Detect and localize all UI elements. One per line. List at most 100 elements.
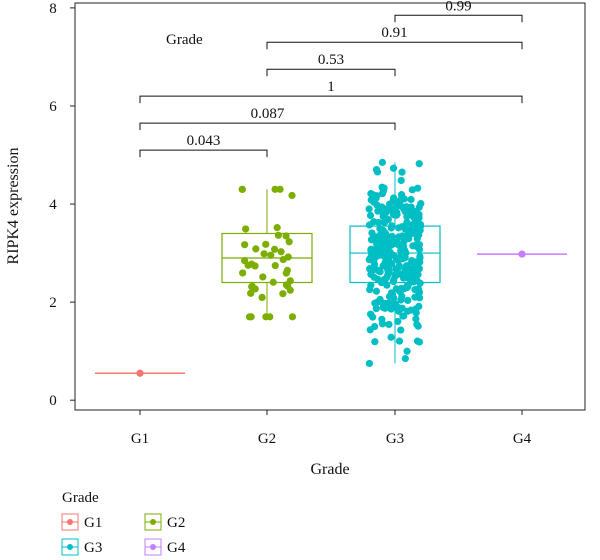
point-g3	[387, 241, 396, 249]
point-g2	[242, 225, 250, 233]
point-g3	[375, 242, 384, 251]
point-g2	[279, 290, 287, 298]
legend-key-point	[150, 544, 156, 550]
comparison-bracket	[139, 122, 396, 131]
legend-key-point	[67, 519, 73, 525]
point-g2	[241, 241, 249, 249]
point-g3	[389, 164, 398, 172]
point-g3	[378, 158, 387, 166]
p-value-label: 0.99	[445, 0, 471, 14]
legend-key-point	[67, 544, 73, 550]
point-g3	[395, 233, 403, 241]
legend-item-g1: G1	[61, 513, 102, 531]
point-g3	[394, 303, 402, 311]
point-g2	[276, 185, 284, 193]
point-g2	[260, 250, 268, 258]
legend-label: G3	[84, 540, 102, 556]
point-g2	[247, 289, 255, 297]
comparison-bracket	[139, 149, 268, 158]
point-g3	[403, 218, 411, 226]
point-g3	[366, 211, 375, 220]
point-g3	[408, 186, 416, 194]
point-g3	[387, 333, 395, 341]
point-g3	[394, 317, 402, 326]
point-g3	[407, 195, 415, 204]
point-g3	[405, 235, 413, 243]
point-g3	[376, 268, 384, 276]
point-g3	[373, 298, 381, 306]
y-axis-title: RIPK4 expression	[5, 148, 22, 265]
point-g3	[388, 205, 396, 213]
point-g3	[401, 266, 409, 274]
point-g3	[375, 234, 384, 242]
point-g3	[384, 256, 392, 264]
point-g2	[271, 262, 279, 270]
point-g2	[240, 257, 249, 265]
point-g3	[378, 189, 387, 198]
point-g3	[397, 176, 405, 185]
point-g2	[247, 313, 255, 321]
legend: G1 G2 G3 G4	[61, 513, 186, 556]
point-g2	[267, 251, 275, 259]
x-tick-label-g2: G2	[258, 431, 276, 447]
point-g2	[274, 231, 282, 239]
point-g3	[415, 203, 423, 211]
x-tick-label-g4: G4	[513, 431, 532, 447]
point-g3	[412, 309, 420, 317]
point-g2	[252, 245, 260, 253]
point-g3	[415, 160, 423, 168]
point-g2	[251, 262, 259, 270]
p-value-label: 0.087	[251, 106, 285, 122]
legend-item-g3: G3	[61, 538, 102, 556]
point-g3	[381, 299, 389, 307]
y-tick-label: 4	[49, 197, 57, 213]
comparison-bracket	[266, 41, 523, 50]
point-g3	[413, 337, 422, 345]
point-g3	[416, 252, 424, 261]
point-g3	[369, 191, 377, 199]
point-g2	[282, 269, 290, 277]
point-g3	[415, 289, 423, 297]
point-g3	[412, 264, 420, 273]
point-g2	[258, 293, 266, 302]
inset-grade-label: Grade	[166, 32, 203, 48]
point-g3	[402, 203, 410, 211]
point-g3	[381, 215, 390, 223]
x-axis-title: Grade	[310, 461, 349, 478]
point-g3	[385, 292, 394, 301]
plot-layer: 0 2 4 6 8 G1 G2 G3 G4 0.043 0.087 1 0.53 0.91 0.99	[49, 0, 567, 447]
point-g2	[282, 232, 290, 240]
p-value-label: 0.043	[187, 133, 221, 149]
legend-label: G4	[167, 540, 186, 556]
point-g2	[269, 278, 277, 286]
point-g2	[288, 313, 297, 321]
point-g3	[387, 234, 395, 242]
y-tick-label: 6	[49, 99, 57, 115]
point-g3	[390, 276, 398, 284]
x-tick-label-g3: G3	[386, 431, 404, 447]
point-g3	[398, 168, 406, 176]
point-g3	[392, 255, 401, 263]
point-g3	[390, 197, 398, 206]
point-g3	[384, 271, 392, 279]
x-tick-label-g1: G1	[131, 431, 149, 447]
point-g3	[397, 296, 405, 304]
point-g3	[367, 236, 376, 244]
point-g3	[368, 255, 376, 263]
point-g3	[413, 243, 421, 251]
comparison-bracket	[266, 68, 396, 77]
plot-panel	[74, 2, 586, 411]
point-g3	[416, 258, 424, 266]
point-g3	[378, 315, 386, 323]
p-value-label: 1	[327, 79, 335, 95]
point-g3	[395, 337, 404, 345]
point-g3	[403, 307, 412, 315]
point-g3	[410, 278, 418, 286]
p-value-label: 0.91	[381, 25, 407, 41]
point-g3	[403, 283, 411, 292]
y-tick-label: 0	[49, 393, 57, 409]
point-g3	[415, 214, 423, 222]
point-g3	[365, 205, 373, 213]
point-g2	[238, 185, 246, 193]
